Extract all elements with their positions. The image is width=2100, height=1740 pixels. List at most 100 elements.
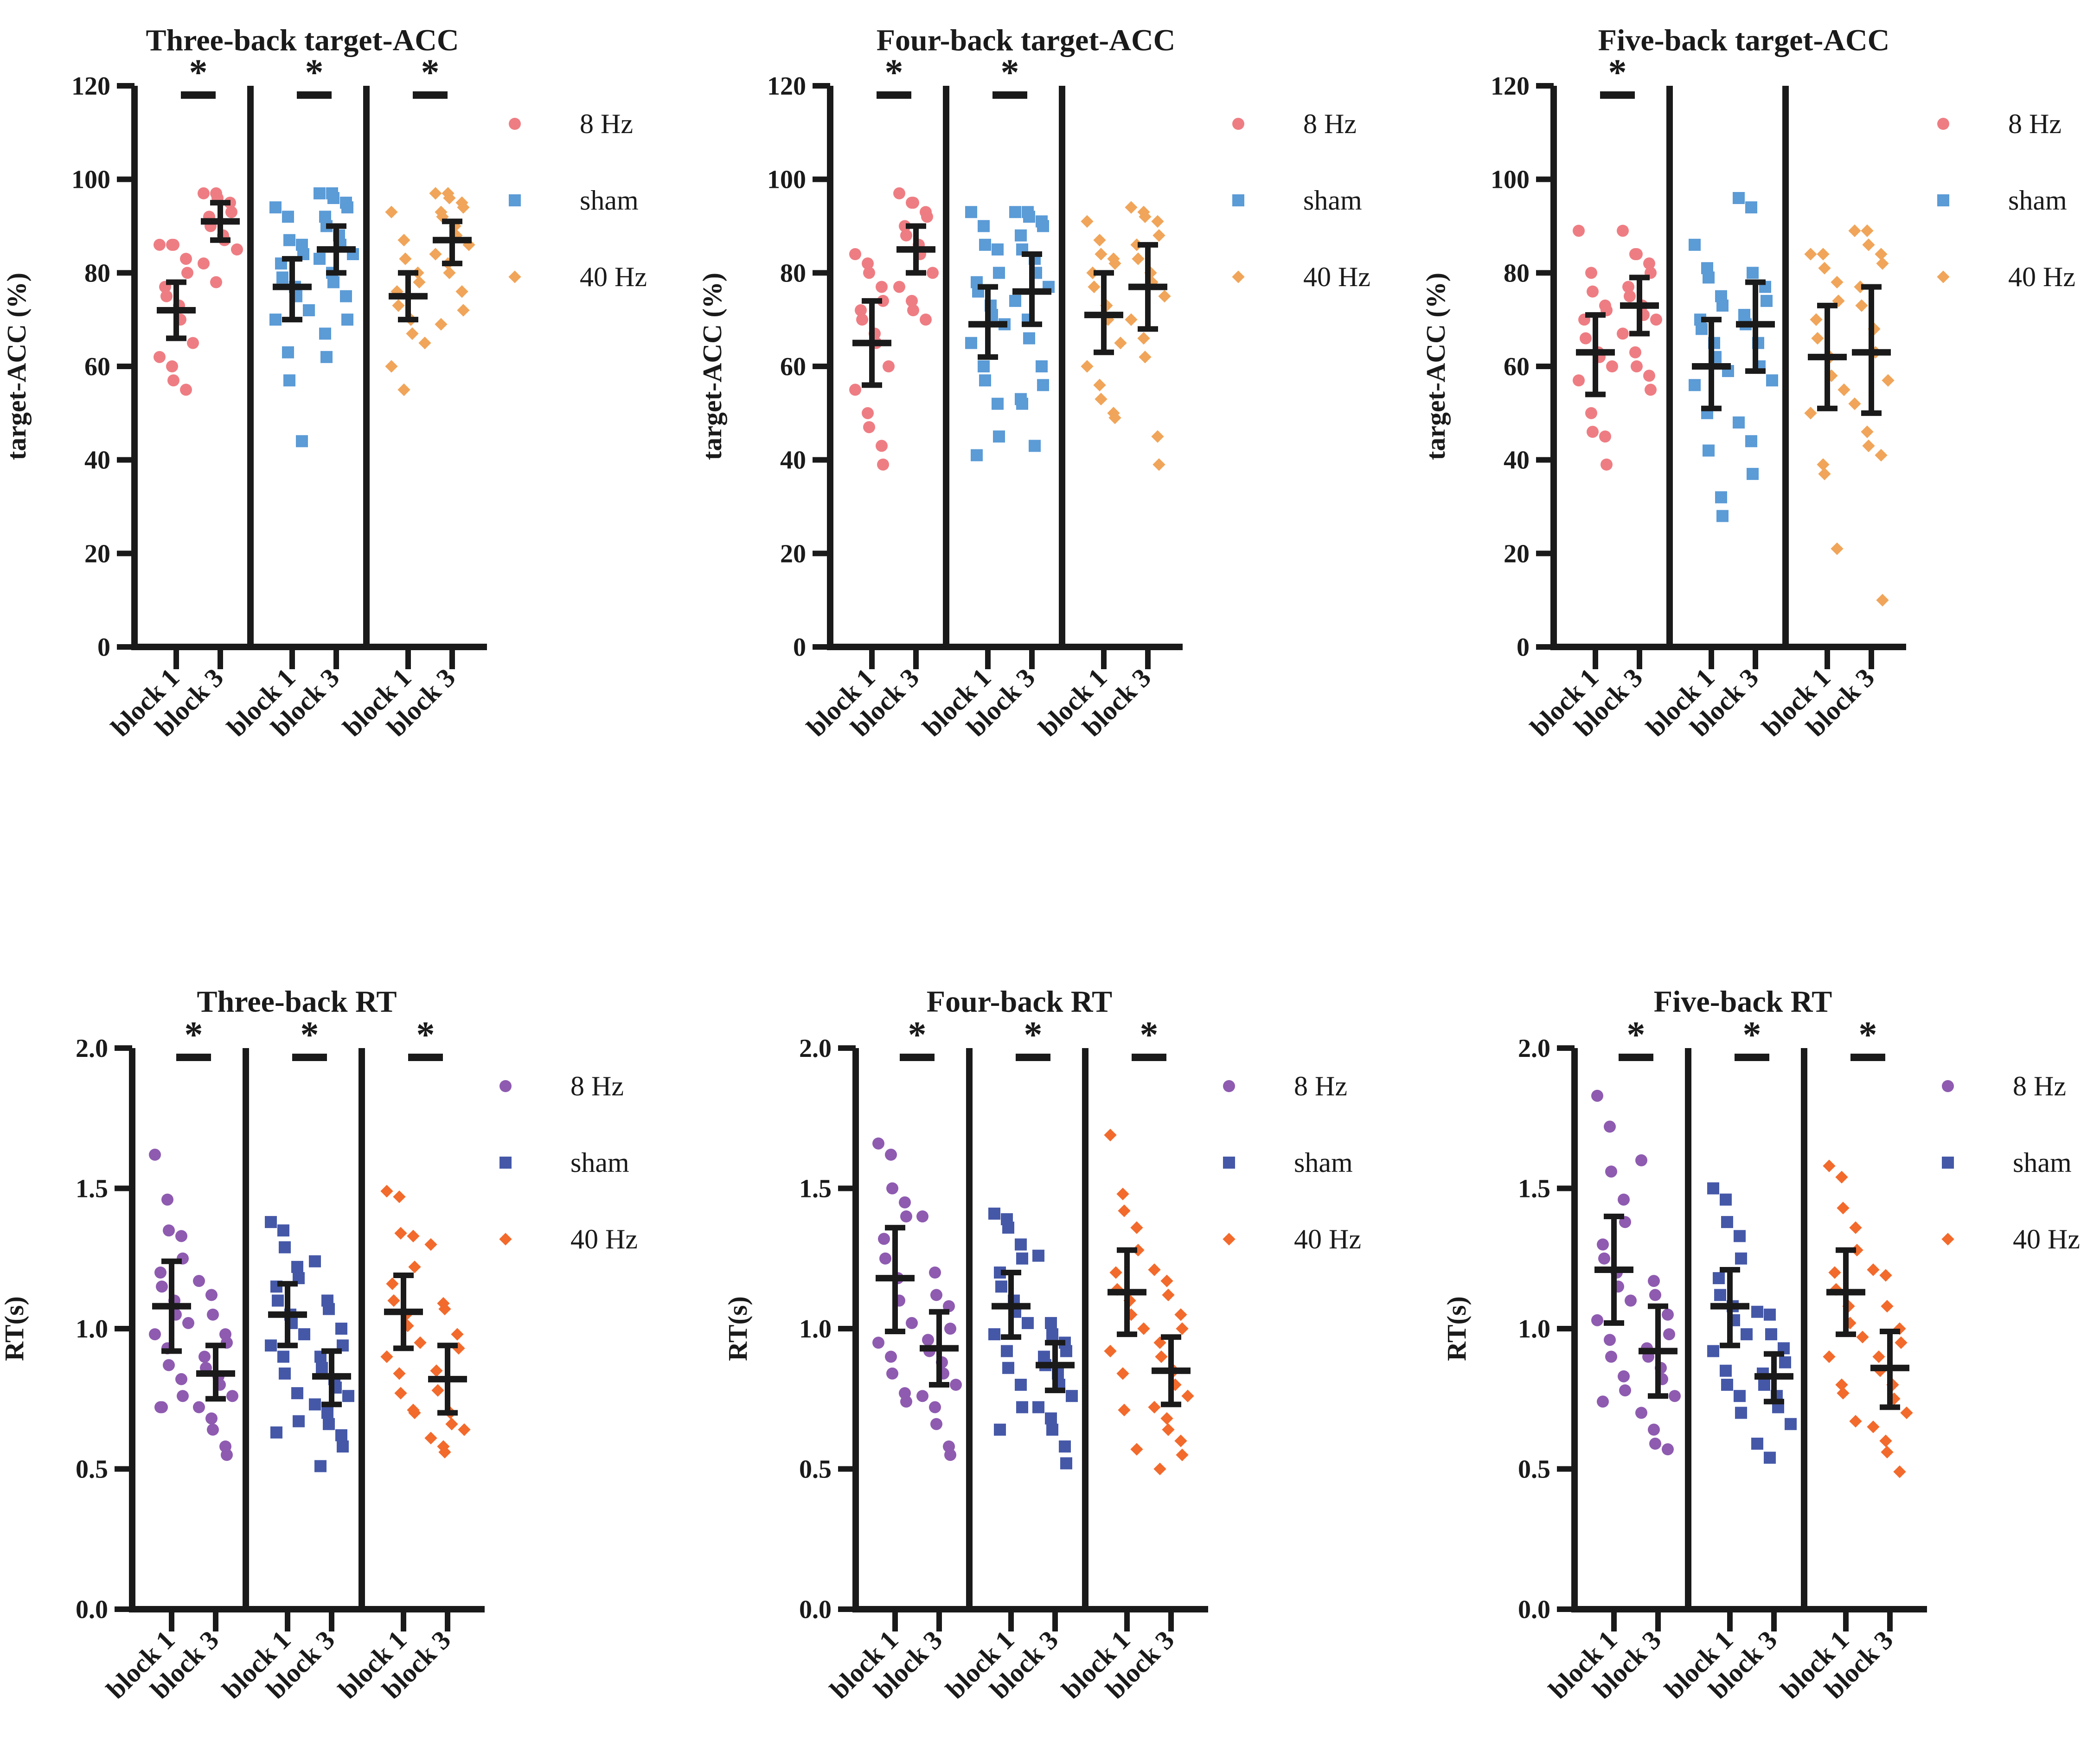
data-point bbox=[265, 1339, 277, 1352]
data-point bbox=[291, 1260, 303, 1273]
y-tick-label: 1.0 bbox=[799, 1315, 832, 1343]
data-point bbox=[1848, 397, 1861, 410]
data-point bbox=[269, 201, 282, 214]
chart-title: Four-back RT bbox=[927, 985, 1112, 1018]
data-point bbox=[1745, 201, 1757, 214]
data-point bbox=[978, 360, 990, 372]
data-point bbox=[1130, 238, 1143, 251]
data-point bbox=[930, 1418, 942, 1430]
data-point bbox=[1118, 1403, 1131, 1417]
data-point bbox=[166, 360, 178, 372]
chart-panel-2: Four-back target-ACC target-ACC (%) 0 20 40 6… bbox=[697, 23, 1370, 742]
data-point bbox=[1152, 458, 1165, 471]
data-point bbox=[387, 1294, 400, 1307]
data-point bbox=[1029, 440, 1041, 452]
data-point bbox=[863, 421, 875, 434]
data-point bbox=[1779, 1356, 1791, 1369]
data-point bbox=[1001, 1345, 1013, 1357]
data-point bbox=[992, 243, 1004, 256]
data-point bbox=[207, 1423, 219, 1436]
legend-label: 40 Hz bbox=[2013, 1224, 2080, 1254]
legend-marker-40hz bbox=[1941, 1233, 1954, 1246]
data-point bbox=[1817, 458, 1830, 471]
data-point bbox=[1152, 229, 1165, 242]
data-point bbox=[160, 290, 173, 302]
data-point bbox=[886, 1367, 898, 1380]
legend-marker-40hz bbox=[1937, 270, 1950, 283]
data-point bbox=[1009, 294, 1021, 307]
data-point bbox=[1648, 1423, 1660, 1436]
data-point bbox=[314, 187, 326, 199]
significance-star: * bbox=[189, 52, 208, 93]
data-point bbox=[1751, 1438, 1763, 1450]
data-point bbox=[1118, 1204, 1131, 1217]
data-point bbox=[282, 346, 294, 358]
y-tick-label: 80 bbox=[780, 259, 806, 288]
data-point bbox=[1605, 1165, 1617, 1178]
legend-marker-sham bbox=[509, 194, 521, 206]
data-point bbox=[1148, 1263, 1161, 1276]
data-point bbox=[438, 1303, 451, 1316]
data-point bbox=[1895, 1336, 1908, 1349]
data-point bbox=[283, 234, 295, 246]
data-point bbox=[1867, 1263, 1880, 1276]
data-point bbox=[1875, 248, 1888, 261]
data-point bbox=[979, 374, 991, 387]
data-point bbox=[1573, 224, 1585, 237]
y-tick-label: 20 bbox=[1504, 539, 1530, 568]
data-point bbox=[927, 267, 939, 279]
data-point bbox=[180, 253, 192, 265]
data-point bbox=[885, 1148, 897, 1161]
data-point bbox=[1765, 1328, 1777, 1341]
significance-star: * bbox=[885, 52, 903, 93]
data-point bbox=[392, 299, 405, 312]
data-point bbox=[1130, 1221, 1143, 1234]
data-point bbox=[337, 1440, 349, 1453]
y-tick-label: 1.5 bbox=[76, 1175, 108, 1203]
data-point bbox=[1707, 1182, 1719, 1195]
data-point bbox=[167, 238, 179, 251]
data-point bbox=[1132, 1243, 1145, 1257]
data-point bbox=[291, 1387, 303, 1400]
data-point bbox=[856, 313, 868, 326]
data-point bbox=[849, 384, 861, 396]
data-point bbox=[1022, 1317, 1034, 1329]
data-point bbox=[1831, 542, 1844, 555]
significance-star: * bbox=[1859, 1015, 1877, 1056]
data-point bbox=[1696, 323, 1708, 335]
y-axis-label: RT(s) bbox=[0, 1296, 29, 1361]
data-point bbox=[899, 220, 911, 232]
data-point bbox=[1713, 1272, 1725, 1285]
data-point bbox=[1747, 467, 1759, 480]
data-point bbox=[907, 197, 919, 209]
data-point bbox=[1689, 238, 1701, 251]
data-point bbox=[385, 205, 398, 218]
data-point bbox=[323, 1418, 335, 1430]
data-point bbox=[1735, 1252, 1747, 1265]
data-point bbox=[1618, 1193, 1630, 1206]
data-point bbox=[862, 407, 874, 419]
data-point bbox=[893, 281, 905, 293]
data-point bbox=[1862, 238, 1875, 251]
y-tick-label: 100 bbox=[1491, 166, 1530, 194]
data-point bbox=[1046, 1328, 1058, 1341]
significance-star: * bbox=[185, 1015, 203, 1056]
data-point bbox=[929, 1401, 941, 1414]
legend-label: sham bbox=[580, 185, 639, 216]
data-point bbox=[1162, 1423, 1175, 1436]
data-point bbox=[1900, 1406, 1913, 1420]
data-point bbox=[445, 1418, 458, 1431]
data-point bbox=[965, 206, 977, 218]
y-tick-label: 20 bbox=[84, 539, 110, 568]
y-tick-label: 100 bbox=[71, 166, 110, 194]
data-point bbox=[1066, 1390, 1078, 1402]
data-point bbox=[380, 1184, 393, 1198]
data-point bbox=[316, 1362, 328, 1374]
data-point bbox=[994, 1423, 1006, 1436]
data-point bbox=[156, 1280, 168, 1293]
data-point bbox=[907, 304, 919, 316]
data-point bbox=[1037, 379, 1049, 391]
data-point bbox=[1104, 1344, 1117, 1358]
